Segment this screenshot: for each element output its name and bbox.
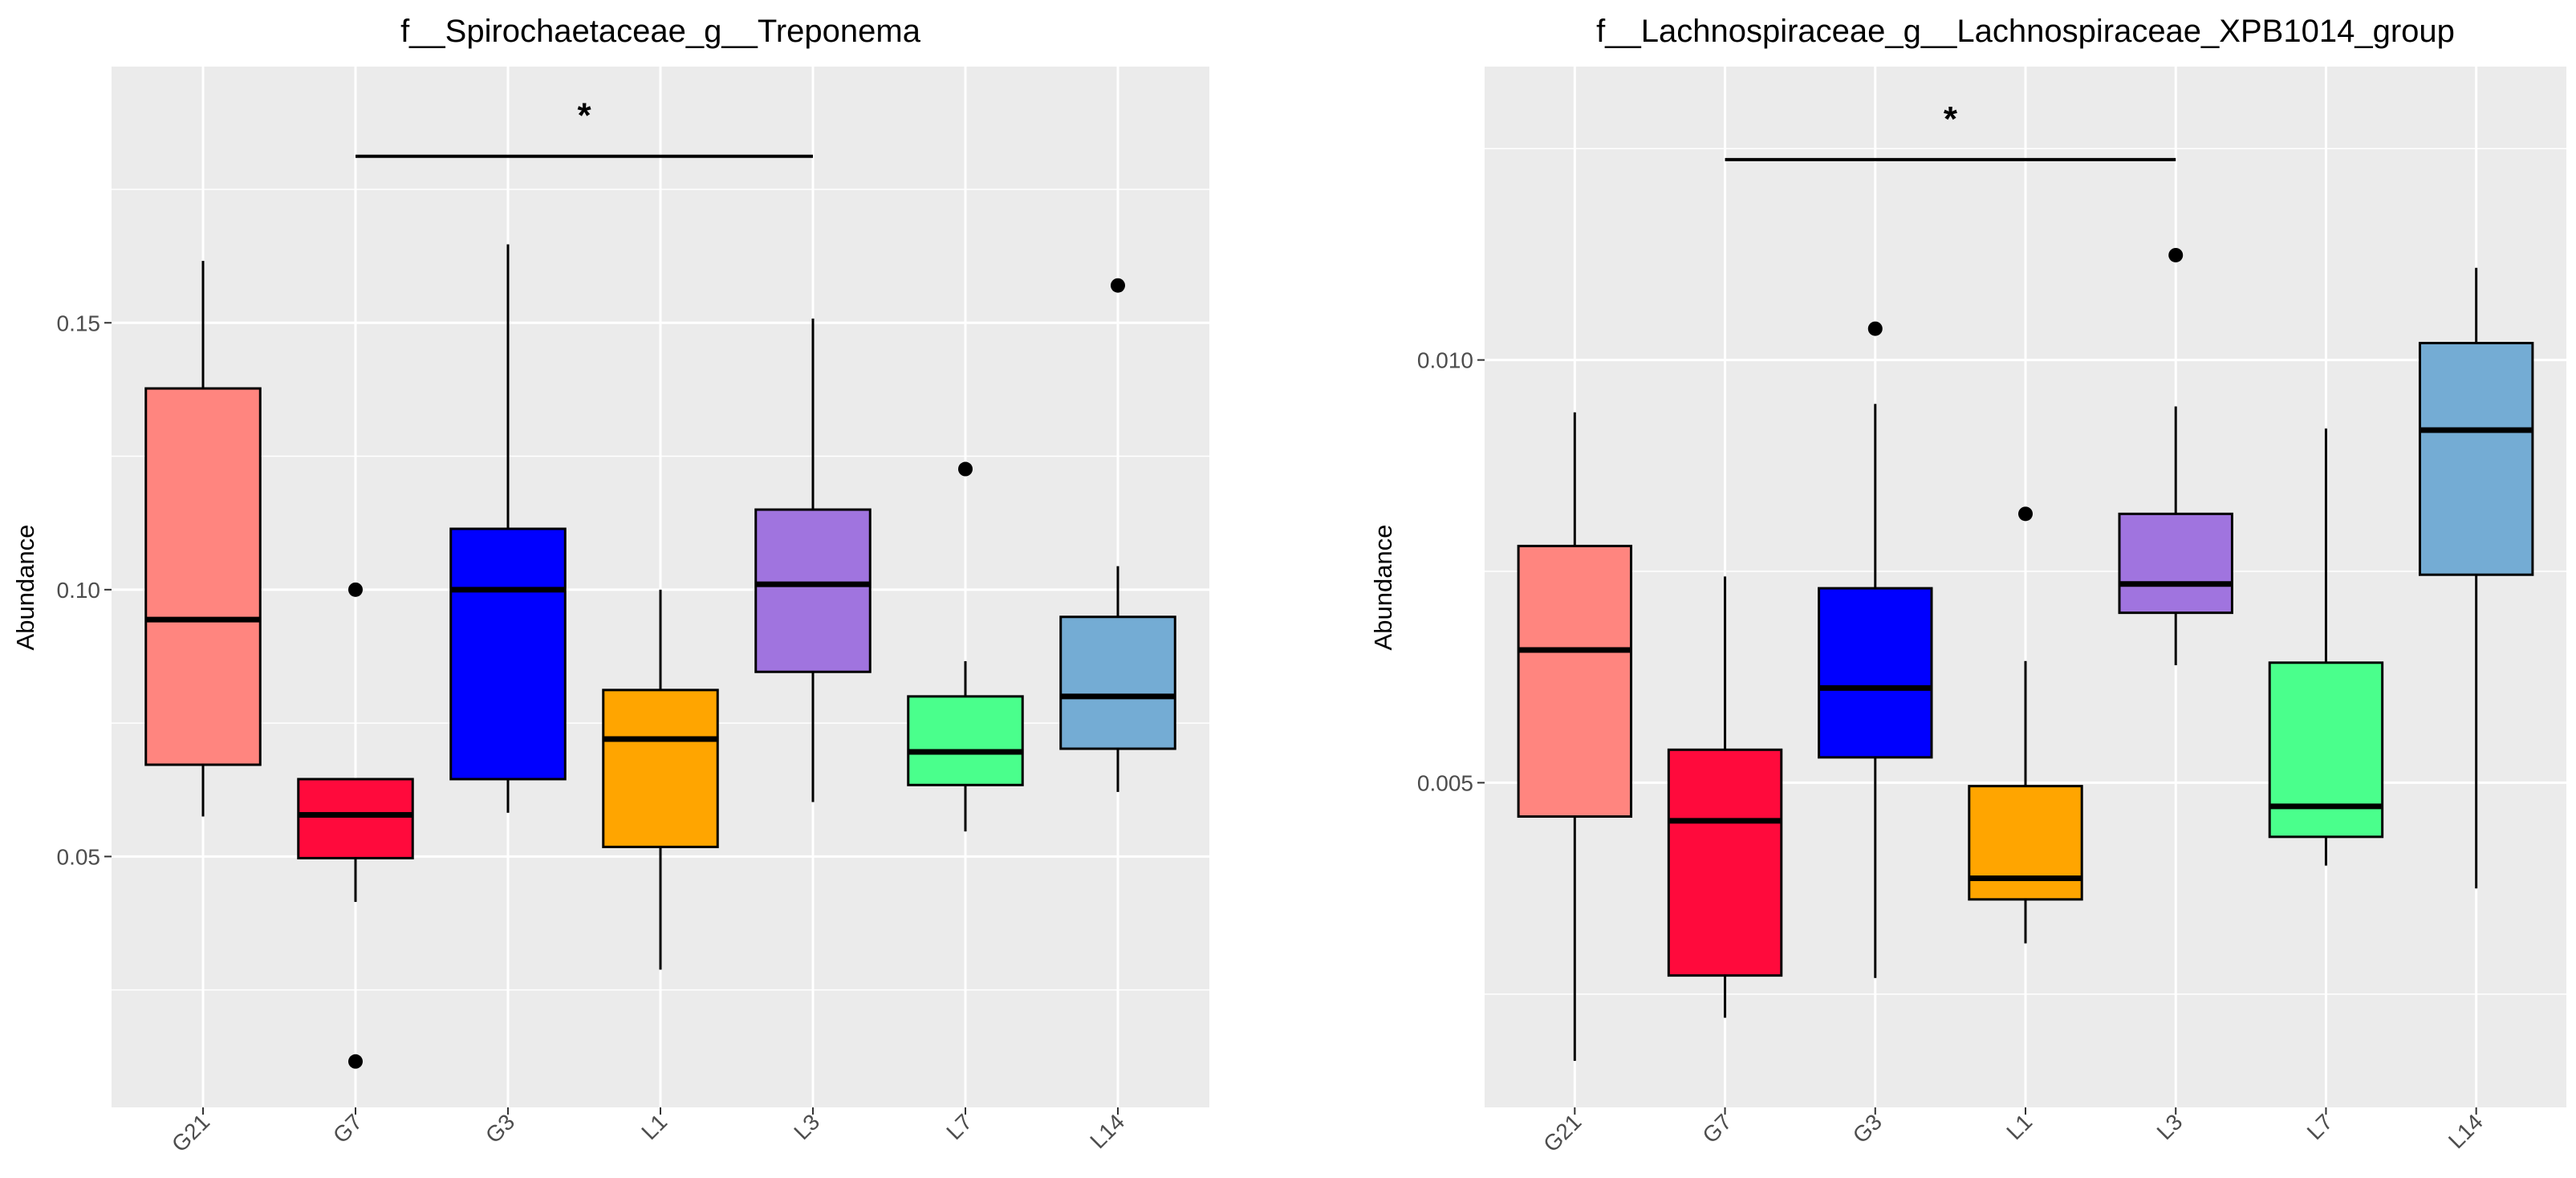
y-tick-label: 0.010 [1417,348,1473,373]
box [1667,748,1783,977]
box [907,695,1024,786]
x-tick-label: L14 [2444,1109,2488,1153]
outlier-point [2168,247,2184,262]
box-G3 [449,244,567,813]
box-G21 [1517,412,1633,1062]
y-tick-label: 0.15 [57,311,101,335]
treponema-boxplot: f__Spirochaetaceae_g__Treponema Abundanc… [11,14,1209,1157]
box-L7 [2268,428,2384,866]
x-tick-label: G7 [328,1109,367,1148]
box-L1 [602,589,719,970]
box-L14 [2418,267,2534,889]
box [449,527,567,781]
box-G3 [1818,321,1933,978]
box-L3 [2118,247,2233,665]
box [1059,615,1176,750]
box [602,689,719,848]
x-tick-label: L1 [636,1109,672,1144]
chart-title: f__Spirochaetaceae_g__Treponema [400,14,921,49]
box-L7 [907,461,1024,832]
box [1968,785,2083,901]
x-tick-label: G21 [1538,1109,1586,1156]
x-tick-label: G7 [1697,1109,1736,1148]
outlier-point [958,461,973,477]
box-G7 [297,582,414,1069]
box [2418,342,2534,576]
box [297,778,414,859]
x-tick-label: L7 [941,1109,977,1144]
y-tick-label: 0.05 [57,844,101,869]
lachnospiraceae-boxplot: f__Lachnospiraceae_g__Lachnospiraceae_XP… [1369,14,2566,1157]
plot-area [1485,67,2566,1107]
significance-label: * [577,96,591,136]
box [754,508,872,673]
x-tick-label: G21 [167,1109,214,1156]
y-tick-label: 0.005 [1417,770,1473,795]
x-tick-label: L7 [2302,1109,2338,1144]
y-tick-label: 0.10 [57,578,101,603]
outlier-point [348,582,363,597]
x-tick-label: L1 [2001,1109,2037,1144]
y-axis-label: Abundance [11,525,39,651]
outlier-point [1111,278,1125,293]
box-G7 [1667,576,1783,1018]
x-tick-label: G3 [1848,1109,1887,1148]
y-axis-label: Abundance [1369,525,1397,651]
box-L14 [1059,278,1176,792]
box [2268,661,2384,839]
significance-label: * [1944,100,1958,139]
outlier-point [348,1054,363,1069]
box-L3 [754,318,872,802]
x-tick-label: L3 [789,1109,824,1144]
x-tick-label: L14 [1085,1109,1129,1153]
outlier-point [2018,506,2033,522]
box [144,387,262,766]
outlier-point [1867,321,1883,336]
x-tick-label: L3 [2152,1109,2188,1144]
box [1818,587,1933,759]
box [2118,512,2233,615]
box [1517,544,1633,819]
x-tick-label: G3 [481,1109,519,1148]
box-L1 [1968,506,2083,944]
box-G21 [144,261,262,817]
chart-title: f__Lachnospiraceae_g__Lachnospiraceae_XP… [1596,14,2455,49]
